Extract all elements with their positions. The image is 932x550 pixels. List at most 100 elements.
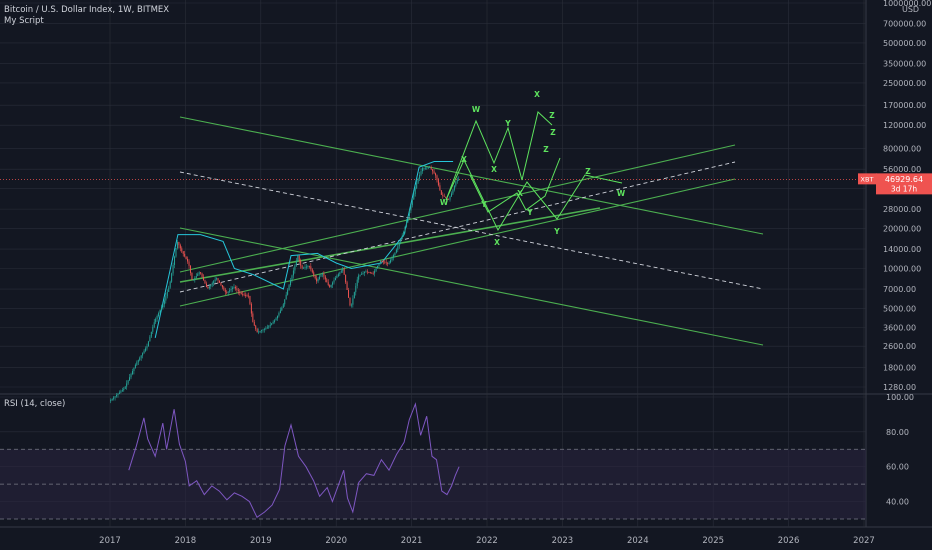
candle-body: [110, 399, 112, 402]
wave-path: [469, 157, 561, 213]
candle-body: [156, 316, 158, 319]
wave-label: X: [517, 189, 523, 198]
candle-body: [292, 270, 294, 276]
candle-body: [356, 279, 358, 286]
wave-label: X: [534, 90, 540, 99]
candle-body: [160, 307, 162, 311]
rsi-legend[interactable]: RSI (14, close): [4, 399, 66, 409]
candle-body: [342, 268, 344, 271]
candle-body: [150, 331, 152, 337]
candle-body: [165, 296, 167, 301]
candle-body: [229, 290, 231, 292]
candle-body: [307, 266, 309, 267]
candle-body: [223, 287, 225, 290]
time-axis[interactable]: 2017 2018 2019 2020 2021 2022 2023 2024 2025 2026…: [99, 536, 875, 546]
candle-body: [394, 252, 396, 256]
candle-body: [392, 255, 394, 258]
script-legend[interactable]: My Script: [4, 16, 44, 26]
candle-body: [172, 264, 174, 274]
rsi-line: [128, 402, 460, 519]
candle-body: [304, 267, 306, 268]
candle-body: [355, 285, 357, 293]
candle-body: [162, 304, 164, 308]
candle-body: [263, 328, 265, 330]
wave-projections[interactable]: W X Y Z W X Y X Z X Y Z W X Y Z: [440, 90, 626, 247]
candle-body: [130, 374, 132, 378]
candle-body: [348, 290, 350, 298]
candle-body: [337, 274, 339, 277]
candle-body: [194, 277, 196, 280]
price-tick-label: 1000000.00: [883, 0, 931, 8]
candle-body: [388, 262, 390, 264]
candle-body: [374, 270, 376, 274]
wave-path: [445, 158, 623, 232]
candle-body: [274, 320, 276, 322]
trend-drawings[interactable]: [0, 116, 866, 346]
rsi-band: [0, 448, 866, 520]
candle-body: [398, 242, 400, 247]
candle-body: [166, 291, 168, 297]
candle-body: [153, 322, 155, 328]
candle-body: [197, 274, 199, 277]
candle-body: [387, 263, 389, 264]
candle-body: [256, 329, 258, 333]
candle-body: [187, 258, 189, 262]
candle-body: [181, 248, 183, 252]
candle-body: [124, 386, 126, 389]
candle-body: [301, 265, 303, 269]
candle-body: [323, 273, 325, 277]
candle-body: [424, 167, 426, 169]
price-tick-label: 14000.00: [883, 245, 921, 254]
candle-body: [449, 196, 451, 200]
candle-body: [303, 267, 305, 269]
candle-body: [276, 315, 278, 319]
price-tick-label: 350000.00: [883, 60, 926, 69]
candle-body: [324, 276, 326, 280]
symbol-legend[interactable]: Bitcoin / U.S. Dollar Index, 1W, BITMEX: [4, 5, 170, 15]
candle-body: [195, 276, 197, 278]
candle-body: [378, 263, 380, 266]
candle-body: [221, 285, 223, 288]
price-tag-value: 46929.64: [885, 175, 923, 184]
candle-body: [175, 248, 177, 257]
candle-body: [458, 179, 460, 181]
candle-body: [440, 190, 442, 195]
candle-body: [136, 362, 138, 365]
wave-path: [445, 111, 553, 201]
price-tick-label: 120000.00: [883, 121, 926, 130]
candle-body: [120, 391, 122, 393]
candle-body: [349, 297, 351, 306]
candle-body: [218, 280, 220, 283]
candle-body: [114, 396, 116, 398]
candle-body: [111, 398, 113, 400]
candle-body: [169, 281, 171, 288]
candle-body: [411, 199, 413, 206]
rsi-line-path: [128, 402, 460, 519]
candle-body: [300, 260, 302, 266]
candle-body: [291, 275, 293, 281]
candle-body: [401, 235, 403, 240]
wave-label: Y: [553, 227, 560, 236]
candle-body: [123, 388, 125, 391]
candle-body: [375, 268, 377, 271]
cloud-line: [154, 161, 454, 339]
candle-body: [333, 280, 335, 283]
candle-body: [168, 287, 170, 292]
candle-body: [297, 255, 299, 261]
price-axis[interactable]: 1280.00 1800.00 2600.00 3600.00 5000.00 7000.…: [883, 0, 931, 507]
candle-body: [436, 175, 438, 181]
candle-body: [159, 310, 161, 314]
candle-body: [404, 226, 406, 232]
candle-body: [310, 266, 312, 270]
candle-body: [233, 286, 235, 288]
candle-body: [282, 304, 284, 308]
wave-label: Z: [543, 145, 549, 154]
wave-label: Y: [526, 208, 533, 217]
candle-body: [400, 239, 402, 243]
candle-body: [395, 249, 397, 253]
candle-body: [210, 284, 212, 287]
candle-body: [287, 289, 289, 295]
candle-body: [271, 323, 273, 325]
